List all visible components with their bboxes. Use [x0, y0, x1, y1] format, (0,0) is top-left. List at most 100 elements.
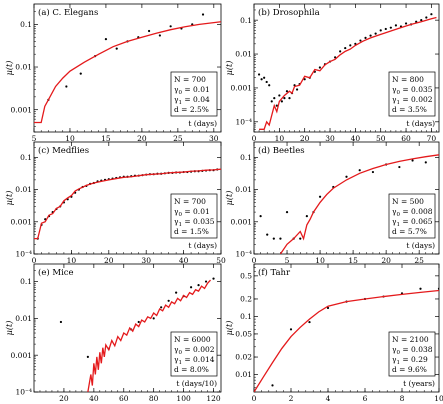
- y-tick-label: 0.05: [235, 330, 252, 339]
- data-point: [278, 94, 281, 97]
- data-point: [398, 165, 401, 169]
- y-tick-label: 0.01: [235, 185, 252, 194]
- x-tick-label: 50: [216, 256, 226, 265]
- plot-data: [34, 13, 221, 124]
- param-line: N = 800: [392, 75, 424, 84]
- x-tick-label: 30: [325, 134, 335, 143]
- param-line: γ1 = 0.29: [392, 355, 428, 366]
- y-tick-label: 0.01: [235, 50, 252, 59]
- data-point: [160, 306, 163, 309]
- data-point: [349, 44, 352, 47]
- param-line: γ1 = 0.065: [392, 217, 433, 228]
- data-point: [299, 237, 302, 240]
- y-tick-label: 0.01: [15, 314, 32, 323]
- x-tick-label: 0: [32, 256, 37, 265]
- x-tick-label: 20: [300, 134, 310, 143]
- params-box: [170, 331, 218, 377]
- x-tick-label: 60: [401, 134, 411, 143]
- x-tick-label: 10: [315, 256, 325, 265]
- data-point: [364, 36, 367, 39]
- panel-label: (b) Drosophila: [258, 7, 320, 18]
- data-point: [283, 97, 286, 100]
- param-line: d = 8.0%: [174, 365, 209, 374]
- y-tick-label: 0.001: [231, 84, 252, 93]
- params-box: [388, 331, 436, 377]
- y-tick-label: 0.001: [231, 217, 252, 226]
- model-line: [259, 16, 437, 130]
- plot-data: [259, 154, 439, 254]
- y-tick-label: 0.5: [240, 271, 252, 280]
- data-point: [279, 237, 282, 240]
- y-tick-label: 0.1: [20, 153, 32, 162]
- chart-panel-6: 0 2 4 6 8 10 0.01 0.02 0.05 0.1 0.2 0.5 μ(t) t (years…: [225, 263, 443, 403]
- data-point: [257, 73, 261, 76]
- plot-frame: [253, 263, 440, 393]
- data-point: [303, 78, 306, 81]
- x-tick-label: 2: [289, 394, 294, 403]
- panel-label: (d) Beetles: [258, 145, 305, 156]
- data-point: [430, 13, 433, 16]
- param-line: γ1 = 0.002: [392, 95, 433, 106]
- data-point: [394, 24, 398, 27]
- data-point: [326, 306, 330, 310]
- x-tick-label: 10: [67, 256, 77, 265]
- y-tick-label: 0.1: [20, 277, 32, 286]
- data-point: [437, 287, 439, 290]
- plot-data: [34, 168, 221, 240]
- data-point: [424, 161, 427, 164]
- y-tick-label: 10⁻⁴: [15, 250, 32, 259]
- plot-data: [257, 13, 437, 130]
- x-tick-label: 40: [351, 134, 361, 143]
- data-point: [289, 328, 293, 331]
- param-line: N = 2100: [392, 335, 429, 344]
- params-box: [388, 193, 436, 239]
- x-tick-label: 70: [427, 134, 437, 143]
- param-line: γ1 = 0.014: [174, 355, 215, 366]
- x-tick-label: 5: [285, 256, 290, 265]
- model-line: [87, 279, 212, 392]
- y-axis-label: μ(t): [225, 191, 234, 206]
- x-tick-label: 0: [252, 256, 257, 265]
- y-axis-label: μ(t): [5, 191, 14, 206]
- data-point: [59, 320, 63, 324]
- x-axis-label: t (years): [403, 379, 435, 388]
- param-line: γ0 = 0.01: [174, 85, 210, 96]
- data-point: [411, 159, 414, 162]
- y-axis-label: μ(t): [225, 321, 234, 336]
- data-point: [384, 27, 387, 31]
- chart-panel-3: 0 10 20 30 40 50 10⁻⁴ 0.001 0.01 0.1 μ(t) t (days) (…: [5, 141, 226, 265]
- data-point: [371, 170, 375, 174]
- param-line: γ0 = 0.035: [392, 85, 433, 96]
- y-tick-label: 0.1: [240, 153, 252, 162]
- plot-data: [59, 277, 215, 392]
- panel-label: (f) Tahr: [258, 267, 291, 278]
- data-point: [419, 287, 422, 290]
- x-tick-label: 20: [381, 256, 391, 265]
- data-point: [420, 19, 423, 22]
- chart-panel-2: 0 10 20 30 40 50 60 70 10⁻⁴ 0.001 0.01 0.1 μ(t) t (da…: [225, 3, 440, 143]
- data-point: [266, 233, 269, 236]
- y-axis-label: μ(t): [225, 61, 234, 76]
- plot-frame: [33, 141, 222, 255]
- data-point: [275, 104, 278, 107]
- y-tick-label: 0.001: [11, 105, 32, 114]
- params-box: [170, 193, 218, 239]
- params-box: [170, 71, 218, 117]
- x-tick-label: 30: [209, 134, 219, 143]
- param-line: N = 700: [174, 197, 206, 206]
- x-tick-label: 60: [119, 394, 129, 403]
- y-tick-label: 0.001: [11, 351, 32, 360]
- data-point: [285, 210, 289, 214]
- chart-panel-4: 0 5 10 15 20 25 10⁻⁴ 0.001 0.01 0.1 μ(t) t (days) (d…: [225, 141, 440, 265]
- param-line: d = 3.5%: [392, 105, 427, 114]
- param-line: N = 6000: [174, 335, 211, 344]
- x-tick-label: 10: [434, 394, 443, 403]
- y-axis-label: μ(t): [5, 61, 14, 76]
- x-axis-label: t (days): [188, 241, 217, 250]
- data-point: [318, 66, 321, 69]
- param-line: γ0 = 0.002: [174, 345, 215, 356]
- data-point: [260, 78, 263, 81]
- data-point: [167, 299, 170, 302]
- x-tick-label: 40: [89, 394, 99, 403]
